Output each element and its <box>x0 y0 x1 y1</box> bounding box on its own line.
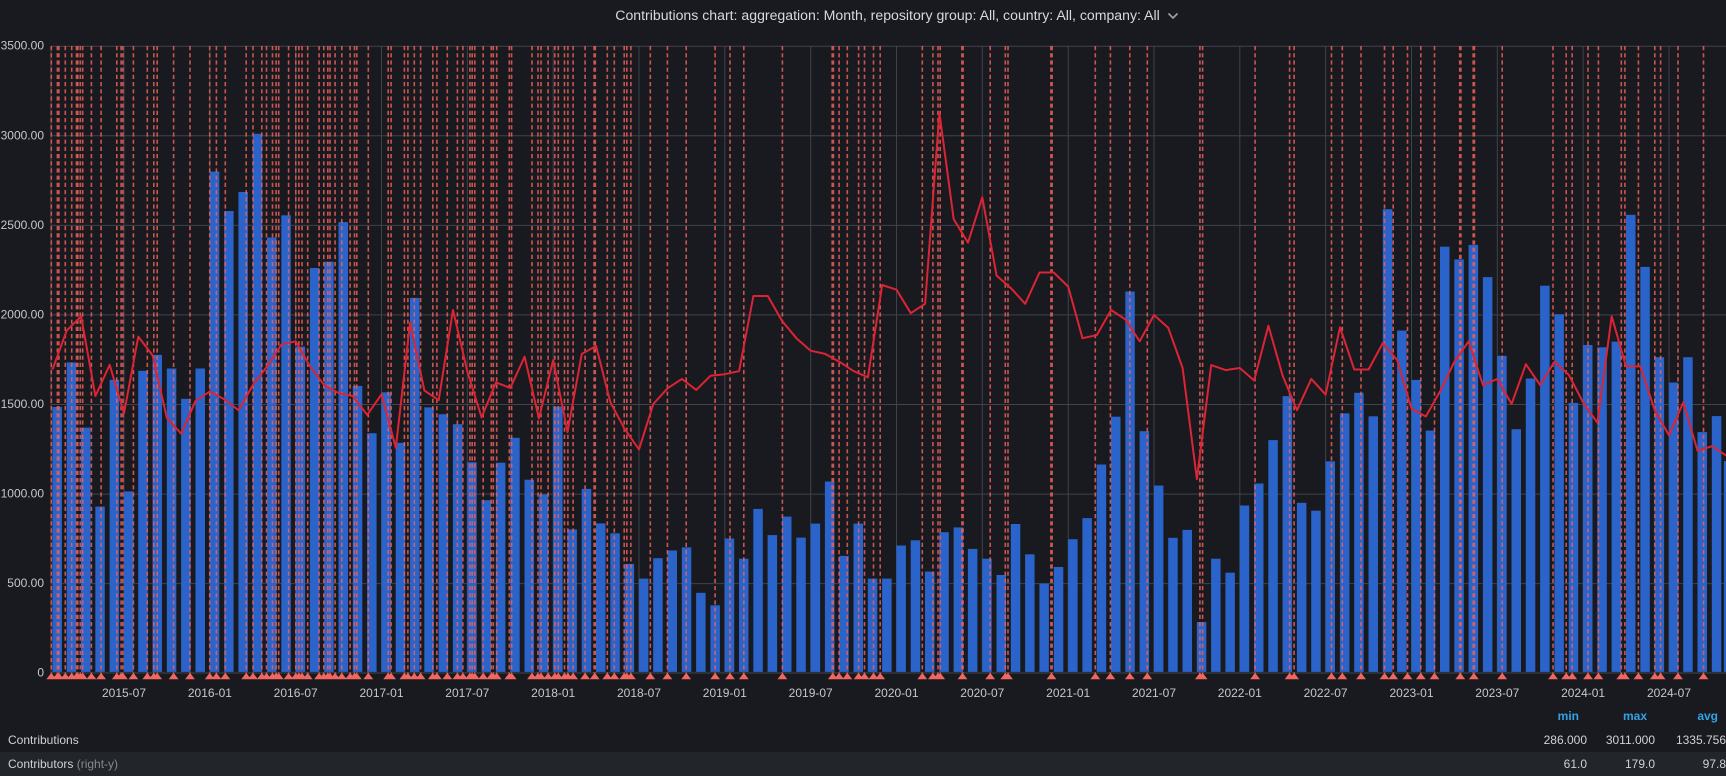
svg-text:2500.00: 2500.00 <box>1 218 45 232</box>
svg-text:2018-01: 2018-01 <box>531 686 575 700</box>
svg-text:3500.00: 3500.00 <box>1 39 45 53</box>
svg-text:2019-07: 2019-07 <box>789 686 833 700</box>
svg-text:2015-07: 2015-07 <box>102 686 146 700</box>
svg-text:2016-01: 2016-01 <box>188 686 232 700</box>
svg-text:1500.00: 1500.00 <box>1 397 45 411</box>
svg-text:2000.00: 2000.00 <box>1 307 45 321</box>
svg-text:2023-01: 2023-01 <box>1389 686 1433 700</box>
svg-text:2017-01: 2017-01 <box>359 686 403 700</box>
svg-text:2020-07: 2020-07 <box>960 686 1004 700</box>
svg-text:1000.00: 1000.00 <box>1 487 45 501</box>
svg-text:2019-01: 2019-01 <box>703 686 747 700</box>
svg-text:2016-07: 2016-07 <box>274 686 318 700</box>
svg-text:2017-07: 2017-07 <box>445 686 489 700</box>
svg-text:500.00: 500.00 <box>7 576 44 590</box>
svg-text:3000.00: 3000.00 <box>1 128 45 142</box>
svg-text:2022-07: 2022-07 <box>1304 686 1348 700</box>
svg-text:2024-01: 2024-01 <box>1561 686 1605 700</box>
svg-text:2020-01: 2020-01 <box>874 686 918 700</box>
svg-text:2024-07: 2024-07 <box>1647 686 1691 700</box>
svg-text:2022-01: 2022-01 <box>1218 686 1262 700</box>
svg-text:2021-07: 2021-07 <box>1132 686 1176 700</box>
svg-text:0: 0 <box>37 666 44 680</box>
svg-text:2021-01: 2021-01 <box>1046 686 1090 700</box>
svg-text:2023-07: 2023-07 <box>1475 686 1519 700</box>
svg-text:2018-07: 2018-07 <box>617 686 661 700</box>
